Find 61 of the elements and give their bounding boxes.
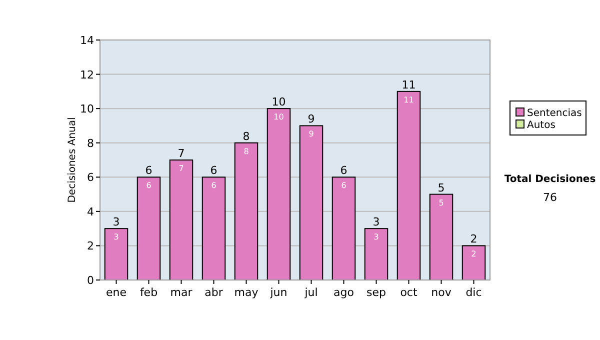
data-label: 6 [146, 181, 152, 190]
total-label: 9 [308, 112, 315, 126]
bar [462, 245, 486, 280]
legend-label: Autos [527, 120, 556, 131]
data-label: 6 [211, 181, 216, 190]
x-tick-label: nov [431, 286, 452, 299]
total-label: 6 [210, 164, 218, 178]
bar [332, 176, 356, 280]
data-label: 2 [471, 250, 476, 259]
text: Total Decisiones [504, 174, 596, 185]
bar [136, 176, 161, 280]
bar [104, 228, 128, 280]
total-label: 6 [145, 164, 152, 178]
total-label: 8 [242, 130, 250, 143]
x-tick-label: abr [204, 286, 224, 299]
data-label: 5 [438, 198, 444, 208]
bar [299, 125, 324, 280]
x-tick-label: sep [366, 286, 386, 299]
bar [234, 142, 258, 280]
x-tick-label: may [234, 286, 259, 299]
y-tick-label: 4 [87, 205, 94, 218]
data-label: 7 [178, 164, 184, 173]
total-label: 7 [178, 147, 185, 160]
y-tick-label: 2 [87, 240, 94, 253]
y-axis-title: Decisiones Anual [67, 117, 78, 203]
x-tick-label: ago [334, 286, 354, 299]
bar [169, 160, 194, 280]
total-label: 10 [272, 96, 286, 109]
total-label: 5 [438, 181, 445, 194]
data-label: 9 [308, 130, 314, 139]
bar [429, 194, 454, 280]
bar [202, 176, 226, 280]
x-tick-label: oct [400, 286, 418, 299]
data-label: 3 [114, 232, 119, 242]
data-label: 10 [274, 112, 284, 122]
bar [266, 108, 291, 280]
x-tick-label: feb [140, 286, 158, 299]
legend-label: Sentencias [527, 108, 582, 119]
text: 76 [543, 191, 557, 204]
data-label: 8 [244, 146, 249, 156]
y-tick-label: 10 [80, 102, 94, 116]
data-label: 11 [404, 95, 414, 104]
y-tick-label: 12 [80, 68, 94, 82]
y-tick-label: 8 [87, 136, 94, 150]
x-tick-label: ene [106, 286, 127, 299]
total-label: 11 [402, 78, 416, 92]
bar [364, 228, 388, 280]
total-label: 3 [372, 216, 380, 229]
total-label: 2 [470, 232, 478, 246]
x-tick-label: jul [304, 286, 318, 299]
total-label: 3 [112, 216, 120, 229]
x-tick-label: jun [269, 286, 288, 299]
x-tick-label: dic [466, 286, 482, 299]
bar [396, 90, 421, 280]
data-label: 3 [374, 232, 379, 242]
total-label: 6 [340, 164, 348, 178]
x-tick-label: mar [170, 286, 193, 299]
y-tick-label: 14 [80, 34, 94, 47]
y-tick-label: 0 [87, 274, 94, 287]
data-label: 6 [341, 181, 346, 190]
y-tick-label: 6 [87, 171, 94, 184]
